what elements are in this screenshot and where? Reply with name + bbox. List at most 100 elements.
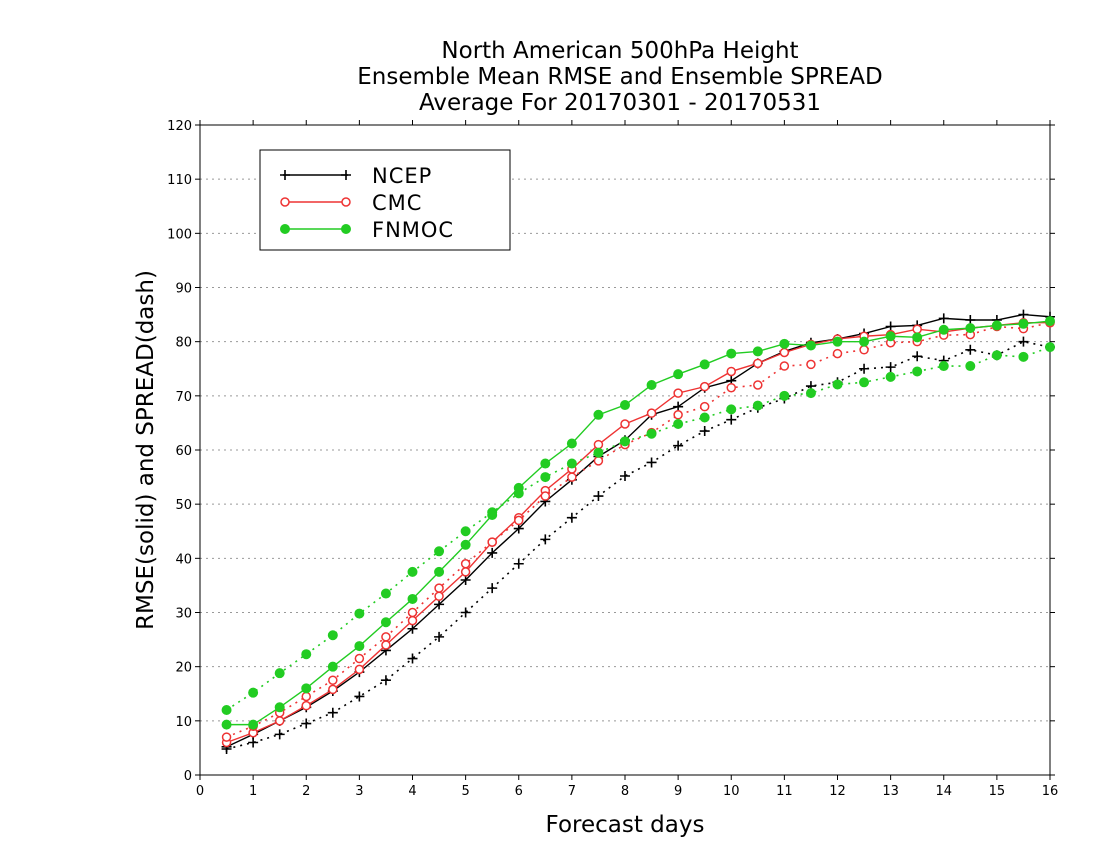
data-point-ncep-spread [354, 691, 365, 702]
data-point-fnmoc-spread [327, 630, 338, 641]
data-point-fnmoc-rmse [407, 593, 418, 604]
data-point-ncep-rmse [407, 623, 418, 634]
data-point-ncep-rmse [885, 321, 896, 332]
data-point-fnmoc-spread [301, 649, 312, 660]
legend-label: NCEP [372, 164, 432, 188]
data-point-cmc-rmse [354, 664, 365, 675]
y-tick-label: 0 [184, 769, 192, 784]
series-group [221, 309, 1055, 754]
data-point-ncep-spread [593, 491, 604, 502]
legend-label: FNMOC [372, 218, 454, 242]
data-point-cmc-spread [328, 675, 338, 685]
data-point-cmc-rmse [381, 640, 391, 650]
data-point-ncep-spread [673, 440, 684, 451]
data-point-fnmoc-spread [221, 705, 232, 715]
legend-item-cmc: CMC [280, 191, 422, 215]
data-point-ncep-rmse [938, 313, 949, 324]
data-point-cmc-spread [381, 632, 391, 642]
data-point-fnmoc-spread [938, 361, 949, 372]
data-point-fnmoc-rmse [434, 566, 445, 577]
y-tick-label: 90 [175, 282, 192, 297]
data-point-cmc-spread [832, 348, 843, 359]
data-point-fnmoc-rmse [301, 683, 312, 694]
y-tick-label: 70 [175, 390, 192, 405]
data-point-fnmoc-rmse [460, 539, 471, 550]
data-point-ncep-rmse [1018, 309, 1029, 320]
series-ncep-rmse [221, 309, 1055, 752]
legend-marker-left [280, 170, 290, 180]
data-point-fnmoc-spread [832, 379, 843, 390]
x-tick-label: 5 [461, 784, 469, 799]
data-point-ncep-spread [274, 729, 285, 740]
series-line-cmc-spread [226, 321, 1051, 738]
x-tick-label: 15 [989, 784, 1006, 799]
data-point-cmc-spread [806, 359, 816, 370]
data-point-cmc-rmse [779, 347, 790, 358]
data-point-fnmoc-rmse [1018, 318, 1029, 329]
data-point-fnmoc-rmse [832, 336, 843, 347]
data-point-cmc-spread [726, 382, 736, 393]
y-tick-label: 40 [175, 552, 192, 567]
data-point-cmc-rmse [460, 567, 471, 577]
legend-item-fnmoc: FNMOC [280, 218, 454, 242]
y-tick-label: 50 [175, 498, 192, 513]
data-point-fnmoc-spread [752, 400, 763, 411]
data-point-cmc-rmse [726, 366, 736, 377]
data-point-fnmoc-spread [513, 488, 524, 499]
data-point-cmc-rmse [274, 716, 285, 726]
data-point-cmc-spread [540, 491, 551, 501]
legend-label: CMC [372, 191, 422, 215]
data-point-fnmoc-spread [460, 526, 471, 537]
data-point-fnmoc-rmse [912, 332, 923, 343]
data-point-cmc-spread [487, 537, 497, 547]
data-point-cmc-spread [514, 515, 524, 526]
data-point-ncep-spread [407, 653, 418, 664]
data-point-fnmoc-spread [859, 377, 870, 388]
data-point-fnmoc-spread [407, 566, 418, 577]
x-tick-label: 13 [882, 784, 899, 799]
x-tick-label: 2 [302, 784, 310, 799]
data-point-cmc-rmse [407, 615, 418, 626]
data-point-fnmoc-rmse [620, 400, 630, 411]
data-point-cmc-spread [221, 732, 232, 742]
data-point-fnmoc-rmse [354, 641, 365, 652]
y-tick-label: 30 [175, 607, 192, 622]
series-fnmoc-rmse [221, 316, 1055, 730]
data-point-fnmoc-rmse [726, 348, 737, 359]
data-point-fnmoc-spread [965, 361, 976, 372]
data-point-ncep-spread [646, 457, 657, 468]
data-point-ncep-rmse [487, 547, 498, 558]
data-point-cmc-rmse [912, 324, 922, 334]
data-point-fnmoc-rmse [248, 719, 259, 730]
x-tick-label: 10 [723, 784, 740, 799]
data-point-cmc-spread [460, 559, 471, 569]
data-point-fnmoc-spread [1018, 351, 1029, 362]
x-tick-label: 4 [408, 784, 416, 799]
data-point-cmc-rmse [328, 684, 338, 695]
data-point-ncep-spread [460, 607, 471, 618]
data-point-cmc-rmse [434, 591, 444, 601]
series-cmc-rmse [221, 317, 1055, 748]
data-point-ncep-spread [965, 344, 976, 355]
data-point-fnmoc-rmse [646, 380, 657, 390]
series-line-ncep-spread [226, 340, 1051, 750]
y-tick-label: 110 [167, 173, 192, 188]
data-point-cmc-spread [593, 456, 604, 466]
data-point-cmc-rmse [593, 439, 604, 450]
data-point-ncep-spread [912, 351, 923, 362]
data-point-fnmoc-spread [274, 668, 285, 679]
data-point-fnmoc-rmse [327, 661, 338, 672]
data-point-fnmoc-spread [354, 608, 365, 619]
data-point-fnmoc-spread [912, 366, 923, 377]
x-tick-label: 11 [776, 784, 793, 799]
data-point-ncep-spread [540, 534, 551, 545]
chart-title: North American 500hPa Height Ensemble Me… [357, 38, 882, 116]
data-point-cmc-spread [301, 691, 311, 702]
data-point-cmc-spread [753, 380, 763, 390]
data-point-ncep-rmse [513, 523, 524, 534]
data-point-cmc-rmse [301, 700, 311, 711]
y-axis-label: RMSE(solid) and SPREAD(dash) [133, 270, 159, 630]
data-point-cmc-spread [434, 583, 444, 593]
legend-marker-left [280, 197, 290, 207]
